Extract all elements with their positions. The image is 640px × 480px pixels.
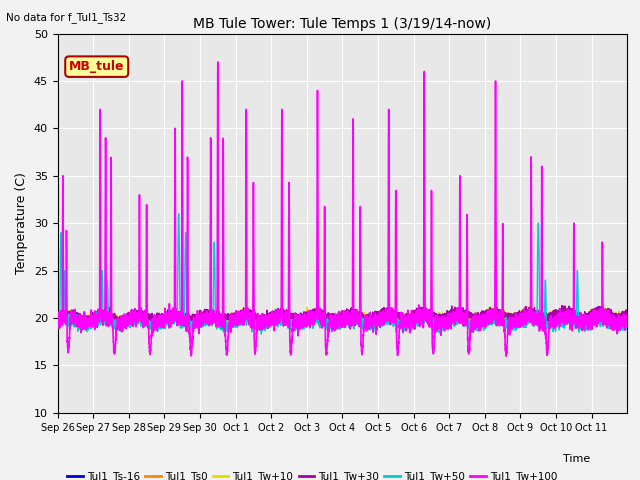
Y-axis label: Temperature (C): Temperature (C) — [15, 172, 28, 274]
Text: No data for f_Tul1_Ts32: No data for f_Tul1_Ts32 — [6, 12, 127, 23]
Text: Time: Time — [563, 454, 591, 464]
Text: MB_tule: MB_tule — [69, 60, 125, 73]
Legend: Tul1_Ts-16, Tul1_Ts-8, Tul1_Ts0, Tul1_Tw+10, Tul1_Tw+30, Tul1_Tw+50, Tul1_Tw+100: Tul1_Ts-16, Tul1_Ts-8, Tul1_Ts0, Tul1_Tw… — [63, 468, 562, 480]
Title: MB Tule Tower: Tule Temps 1 (3/19/14-now): MB Tule Tower: Tule Temps 1 (3/19/14-now… — [193, 17, 492, 31]
